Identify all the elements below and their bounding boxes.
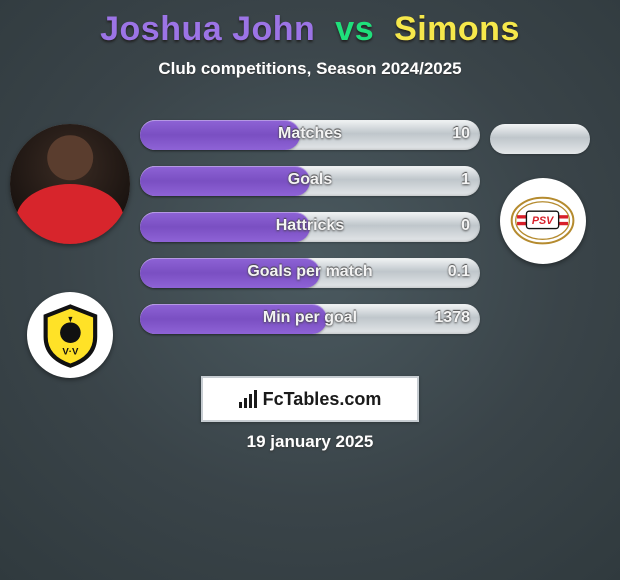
stat-bar-fill-player1 <box>140 304 327 334</box>
content: Joshua John vs Simons Club competitions,… <box>0 0 620 580</box>
stat-row: Hattricks0 <box>140 212 480 242</box>
stat-bar-fill-player1 <box>140 258 320 288</box>
stat-row: Matches10 <box>140 120 480 150</box>
stat-row: Goals per match0.1 <box>140 258 480 288</box>
stats-area: Matches10 Goals1 Hattricks0 Goals per match… <box>140 120 480 350</box>
footer-brand-text: FcTables.com <box>263 389 382 410</box>
bars-icon-bar <box>244 398 247 408</box>
svg-text:V·V: V·V <box>62 346 79 357</box>
player2-side-pill <box>490 124 590 154</box>
footer-logo-box: FcTables.com <box>201 376 419 422</box>
title-player2-name: Simons <box>394 10 520 48</box>
stat-row: Min per goal1378 <box>140 304 480 334</box>
player1-club-crest: V·V <box>27 292 113 378</box>
player2-club-crest: PSV <box>500 178 586 264</box>
player1-avatar <box>10 124 130 244</box>
svg-text:PSV: PSV <box>532 215 554 227</box>
bars-icon-bar <box>249 394 252 408</box>
stat-bar-fill-player1 <box>140 212 310 242</box>
stat-bar-fill-player1 <box>140 120 300 150</box>
bars-icon-bar <box>239 402 242 408</box>
bars-icon-bar <box>254 390 257 408</box>
comparison-card: Joshua John vs Simons Club competitions,… <box>0 0 620 580</box>
bars-icon <box>239 390 257 408</box>
stat-bar-fill-player1 <box>140 166 310 196</box>
crest-yellow-black-icon: V·V <box>36 301 105 370</box>
title: Joshua John vs Simons <box>10 10 610 49</box>
footer-date: 19 january 2025 <box>247 432 374 452</box>
player1-head <box>47 135 93 181</box>
title-player1-name: Joshua John <box>100 10 315 48</box>
subtitle: Club competitions, Season 2024/2025 <box>10 59 610 79</box>
crest-psv-icon: PSV <box>509 187 576 254</box>
stat-row: Goals1 <box>140 166 480 196</box>
title-vs-text: vs <box>335 10 374 48</box>
